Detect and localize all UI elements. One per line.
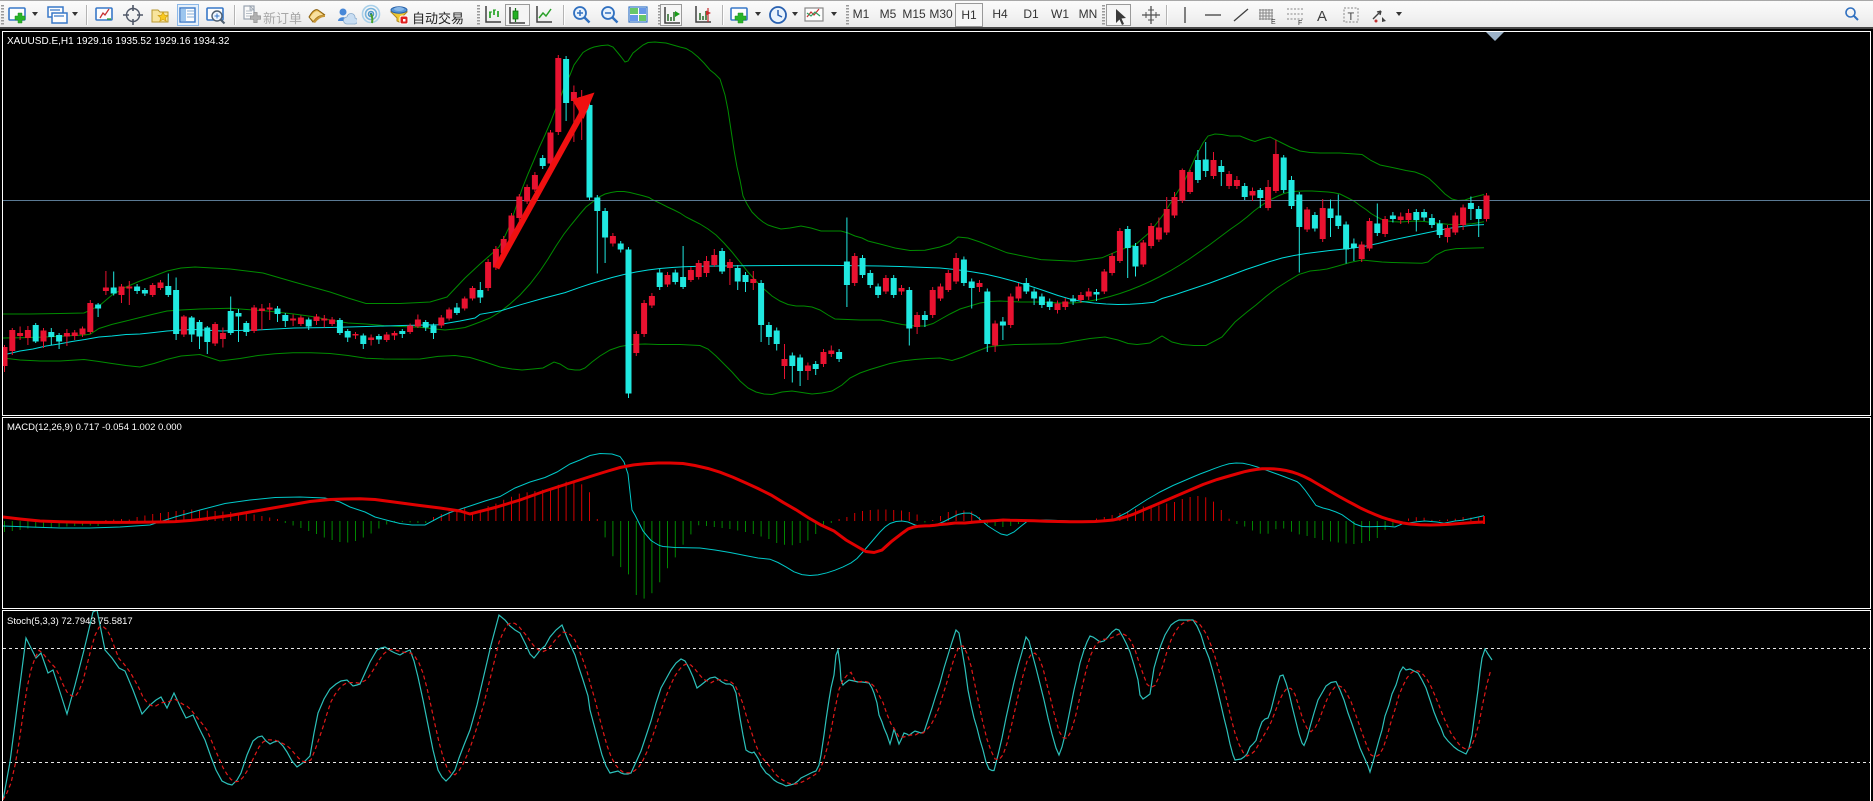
svg-text:F: F: [1298, 20, 1302, 26]
svg-text:XAUUSD.E,H1 1929.16 1935.52 1: XAUUSD.E,H1 1929.16 1935.52 1929.16 1934…: [7, 36, 230, 47]
svg-text:E: E: [1271, 19, 1276, 26]
svg-text:A: A: [1317, 8, 1327, 25]
svg-text:Stoch(5,3,3) 72.7943 75.5817: Stoch(5,3,3) 72.7943 75.5817: [7, 616, 133, 627]
svg-text:T: T: [1348, 11, 1355, 23]
svg-text:MACD(12,26,9) 0.717 -0.054 1.0: MACD(12,26,9) 0.717 -0.054 1.002 0.000: [7, 422, 182, 433]
